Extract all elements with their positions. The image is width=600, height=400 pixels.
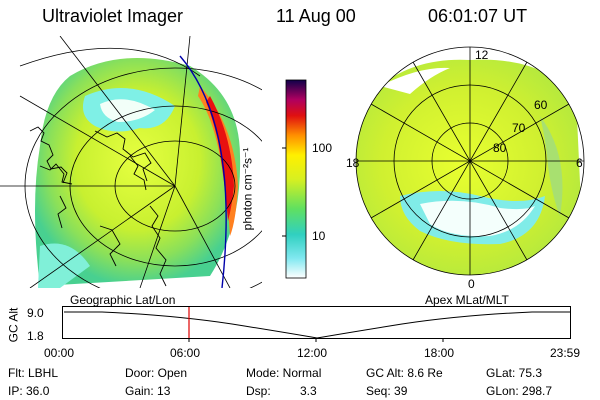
mlat-label-60: 60 xyxy=(534,98,548,112)
mlt-label-18: 18 xyxy=(346,156,360,170)
date-label: 11 Aug 00 xyxy=(276,6,356,26)
mlt-label-6: 6 xyxy=(576,156,583,170)
apex-polar-panel xyxy=(355,46,585,276)
colorbar xyxy=(282,79,307,279)
filter-info: Flt: LBHL xyxy=(8,366,59,380)
seq-info: Seq: 39 xyxy=(366,384,408,398)
mode-info: Mode: Normal xyxy=(246,366,322,380)
mlt-label-12: 12 xyxy=(475,48,489,62)
instrument-title: Ultraviolet Imager xyxy=(42,6,184,26)
timeline-xtick-2: 12:00 xyxy=(297,346,328,360)
timeline-xtick-0: 00:00 xyxy=(44,346,75,360)
timeline-plot xyxy=(62,306,571,342)
colorbar-tick-100: 100 xyxy=(312,141,333,155)
left-panel-caption: Geographic Lat/Lon xyxy=(70,293,176,307)
dsp-value: 3.3 xyxy=(300,384,317,398)
gc-alt-info: GC Alt: 8.6 Re xyxy=(366,366,443,380)
colorbar-tick-10: 10 xyxy=(312,229,326,243)
mlat-label-70: 70 xyxy=(512,121,526,135)
mlat-label-80: 80 xyxy=(493,141,507,155)
right-panel-caption: Apex MLat/MLT xyxy=(425,293,509,307)
glat-info: GLat: 75.3 xyxy=(486,366,543,380)
dsp-label: Dsp: xyxy=(246,384,271,398)
timeline-ytick-low: 1.8 xyxy=(27,329,44,343)
ip-info: IP: 36.0 xyxy=(8,384,50,398)
door-info: Door: Open xyxy=(125,366,188,380)
time-label: 06:01:07 UT xyxy=(428,6,528,26)
timeline-xtick-1: 06:00 xyxy=(170,346,201,360)
glon-info: GLon: 298.7 xyxy=(486,384,553,398)
timeline-xtick-3: 18:00 xyxy=(424,346,455,360)
geographic-image-panel xyxy=(0,36,262,288)
colorbar-unit-label: photon cm⁻²s⁻¹ xyxy=(240,147,255,231)
timeline-xtick-4: 23:59 xyxy=(550,346,581,360)
mlt-label-0: 0 xyxy=(468,277,475,291)
gain-info: Gain: 13 xyxy=(125,384,171,398)
timeline-ytick-high: 9.0 xyxy=(27,306,44,320)
timeline-axis-label: GC Alt xyxy=(6,307,21,343)
